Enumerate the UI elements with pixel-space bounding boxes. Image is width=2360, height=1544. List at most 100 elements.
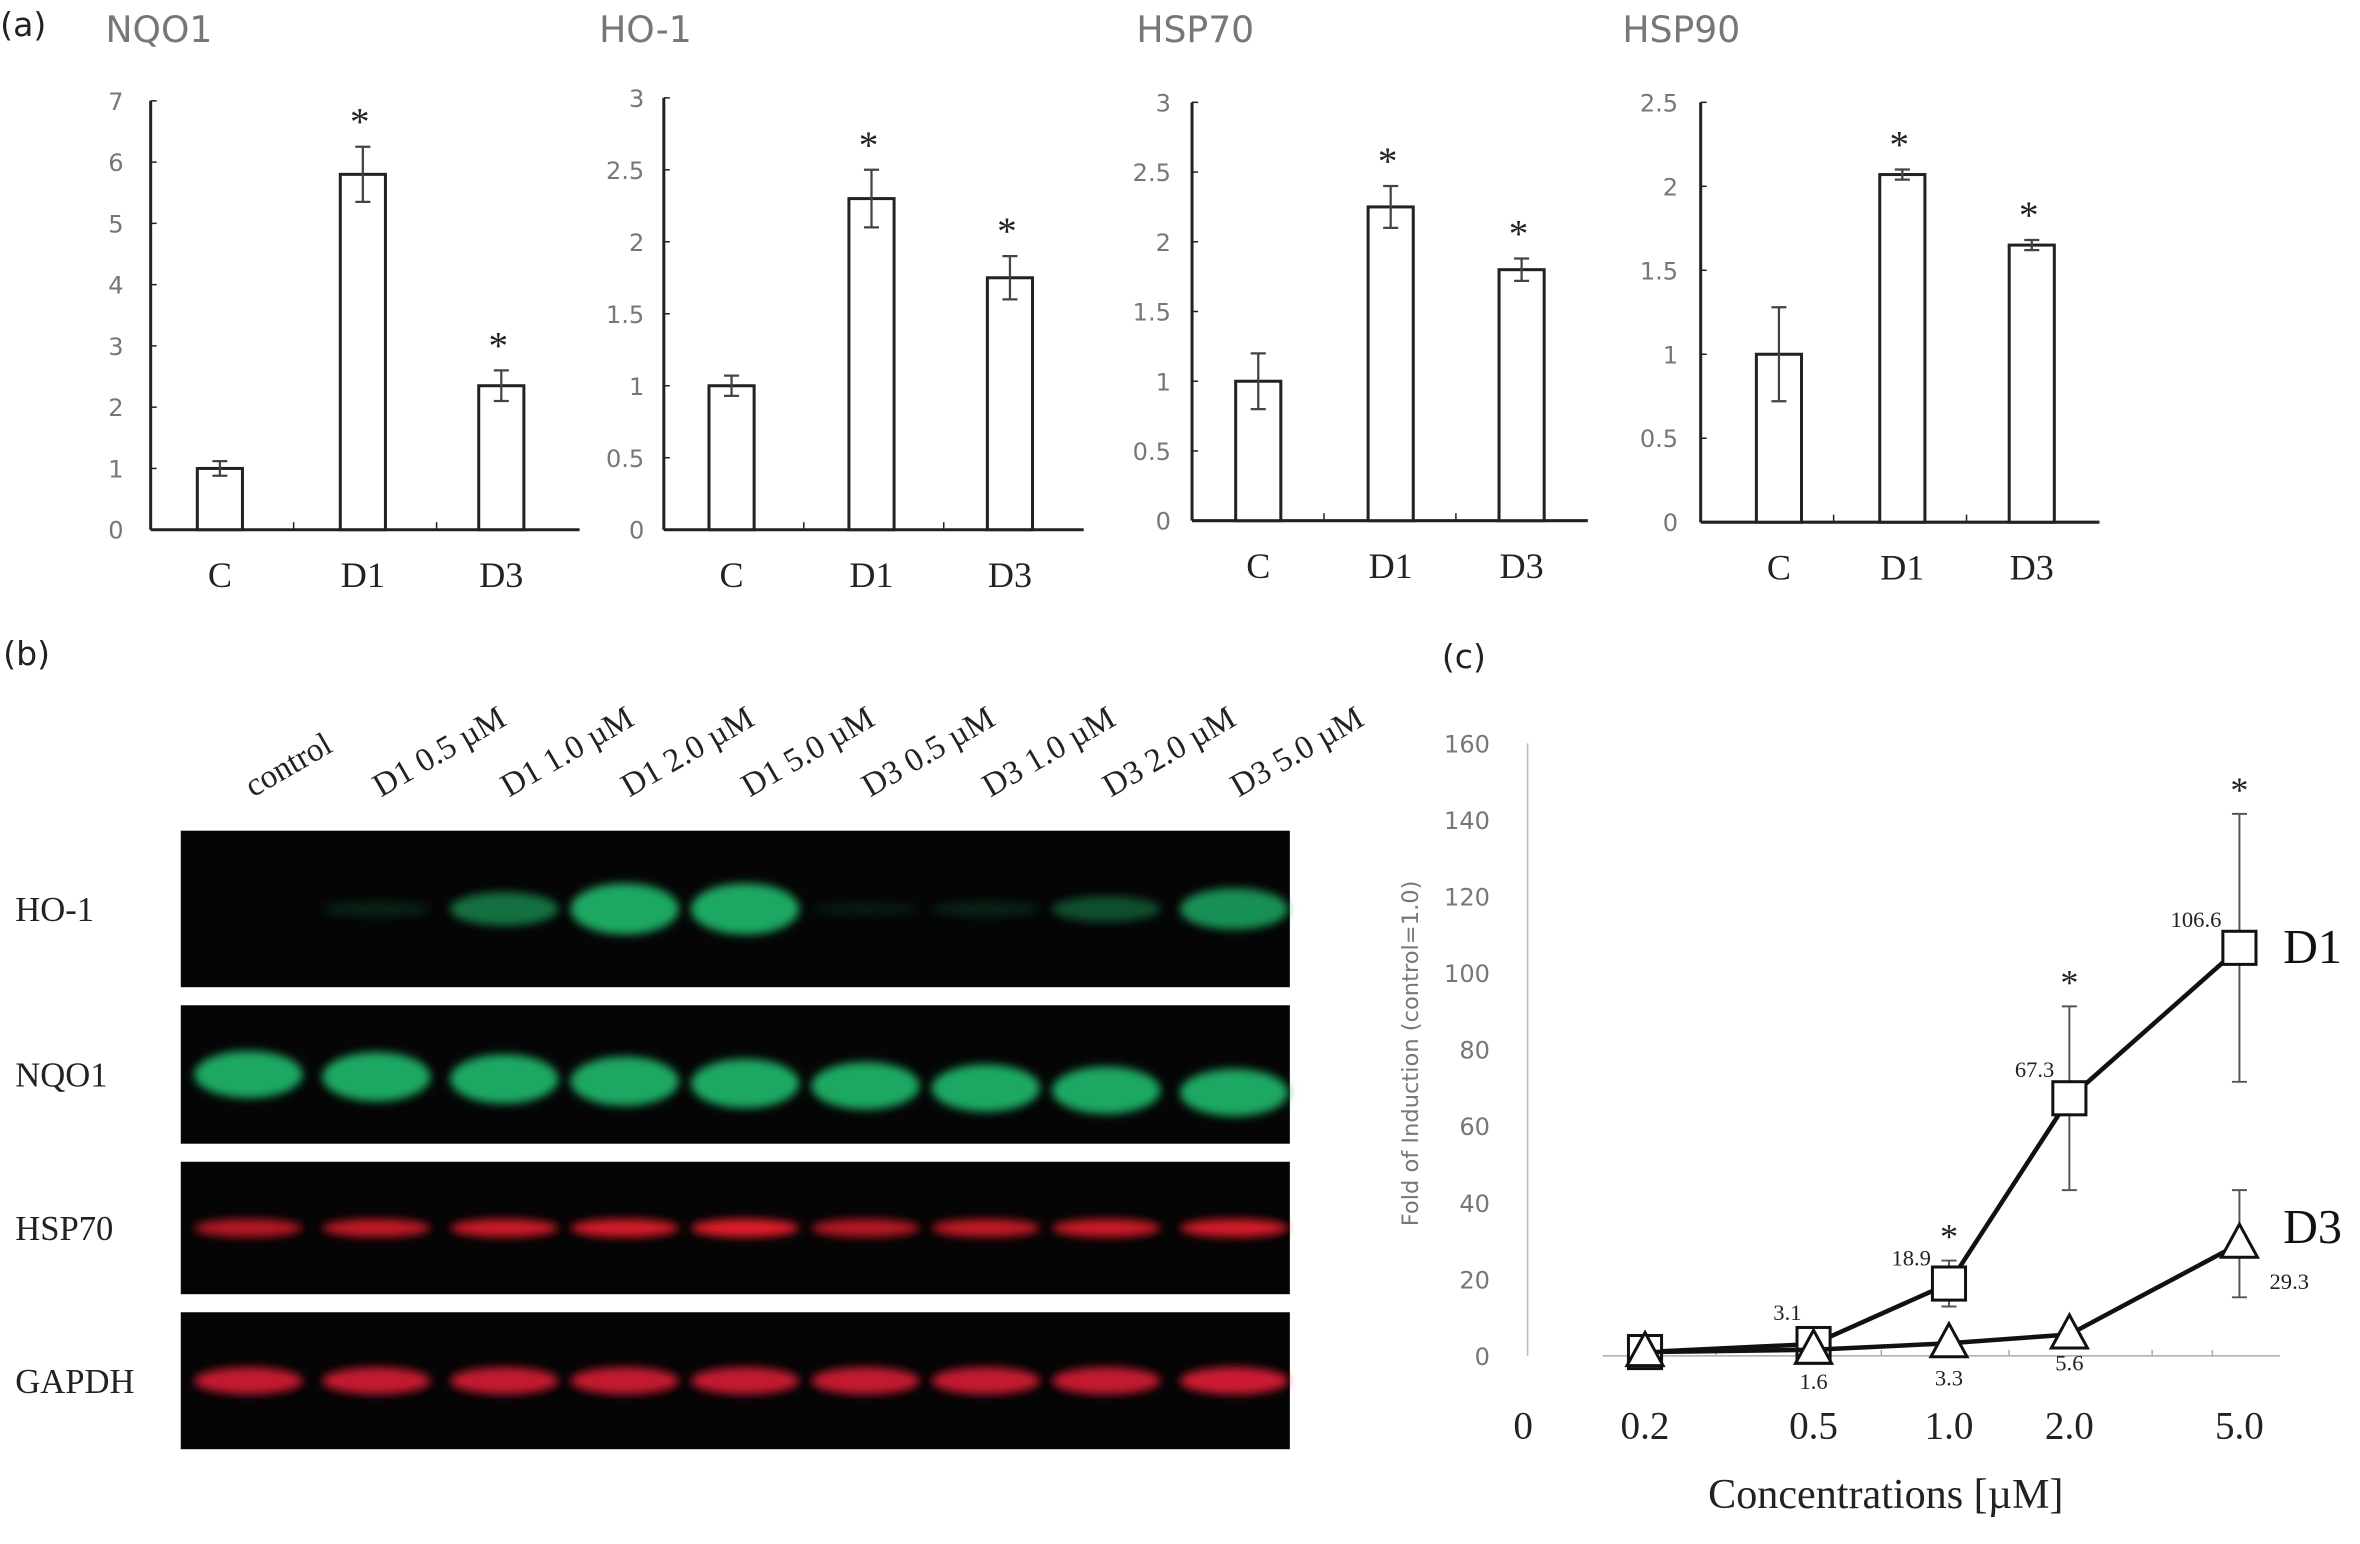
y-tick-label: 40 (1459, 1190, 1490, 1218)
y-tick-label: 2 (1663, 173, 1678, 201)
lane-label: D1 1.0 µM (495, 700, 640, 805)
category-label: D1 (1369, 546, 1413, 586)
triangle-marker (1624, 1329, 1666, 1368)
y-tick-label: 0.5 (606, 445, 644, 473)
bar-D3 (1497, 268, 1546, 523)
category-label: C (208, 555, 232, 595)
y-tick-label: 2.5 (1640, 89, 1678, 117)
y-tick-label: 3 (629, 85, 644, 113)
blot-band (931, 1218, 1041, 1238)
square-marker (2221, 929, 2258, 966)
blot-band (811, 902, 920, 916)
significance-asterisk: * (350, 101, 370, 144)
significance-asterisk: * (489, 324, 509, 367)
series-name-label: D3 (2283, 1201, 2342, 1254)
blot-band (1052, 1218, 1161, 1238)
error-bar (1894, 168, 1910, 181)
triangle-marker (2048, 1311, 2090, 1350)
bar-D3 (2007, 243, 2056, 524)
bar-C (195, 466, 244, 532)
blot-band (811, 1367, 920, 1395)
y-tick-label: 5 (108, 210, 123, 238)
blot-band (690, 1218, 800, 1238)
category-label: C (1246, 546, 1270, 586)
x-tick-label: 0.5 (1789, 1405, 1838, 1448)
chart-title: NQO1 (106, 8, 213, 51)
y-tick-label: 140 (1444, 807, 1490, 835)
bar-charts: NQO1 0 1 2 3 4 5 6 7 C * D1 * D3 HO-1 0 0.5 1 1.5 2 2.5 3 C * D1… (106, 8, 2100, 595)
x-tick-label: 0.2 (1621, 1405, 1670, 1448)
blot-band (1180, 1068, 1289, 1117)
y-tick-label: 0.5 (1640, 425, 1678, 453)
y-tick-label: 1.5 (606, 301, 644, 329)
category-label: D3 (988, 555, 1032, 595)
blot-band (194, 1050, 303, 1099)
error-bar (493, 369, 509, 403)
blot-band (690, 883, 800, 935)
significance-asterisk: * (1378, 140, 1398, 183)
protein-label: NQO1 (15, 1057, 107, 1095)
y-tick-label: 1 (108, 455, 123, 483)
category-label: D3 (1500, 546, 1544, 586)
blot-band (570, 883, 679, 935)
bar-chart-nqo1: NQO1 0 1 2 3 4 5 6 7 C * D1 * D3 (106, 8, 580, 595)
data-label: 18.9 (1891, 1245, 1930, 1270)
category-label: D1 (1880, 547, 1924, 587)
square-marker (2051, 1080, 2088, 1117)
y-tick-label: 20 (1459, 1266, 1490, 1294)
data-label: 1.6 (1799, 1369, 1827, 1394)
protein-label: HSP70 (15, 1210, 113, 1248)
chart-title: HSP90 (1622, 8, 1740, 51)
bar-chart-hsp90: HSP90 0 0.5 1 1.5 2 2.5 C * D1 * D3 (1622, 8, 2100, 587)
category-label: D3 (2010, 547, 2054, 587)
bar-D3 (477, 384, 526, 532)
bar-D1 (1366, 205, 1415, 523)
y-tick-label: 0 (1156, 508, 1171, 536)
blot-row-nqo1: NQO1 (15, 1005, 1290, 1144)
bar-D3 (985, 276, 1035, 532)
error-bar (1771, 306, 1787, 403)
blot-band (931, 901, 1041, 917)
blot-band (1052, 1066, 1161, 1114)
blot-row-gapdh: GAPDH (15, 1312, 1290, 1450)
data-label: 106.6 (2171, 907, 2222, 932)
x-axis-label: Concentrations [µM] (1708, 1471, 2063, 1518)
blot-band (322, 1052, 431, 1102)
bar-chart-ho-1: HO-1 0 0.5 1 1.5 2 2.5 3 C * D1 * D3 (599, 8, 1084, 595)
y-tick-label: 160 (1444, 730, 1490, 758)
square-marker (1930, 1265, 1968, 1302)
series-d1: 3.1 18.9 * 67.3 * 106.6 * D1 (1626, 770, 2342, 1371)
triangle-marker (1928, 1320, 1970, 1359)
lane-label: D1 5.0 µM (736, 700, 881, 805)
category-label: C (1767, 547, 1791, 587)
y-tick-label: 2 (1156, 229, 1171, 257)
line-chart: 0 20 40 60 80 100 120 140 160 Fold of Induction (… (1398, 730, 2342, 1517)
x-tick-label: 1.0 (1925, 1405, 1974, 1448)
y-tick-label: 120 (1444, 884, 1490, 912)
error-bar (1250, 352, 1266, 411)
significance-asterisk: * (1940, 1217, 1958, 1257)
y-tick-label: 1 (1663, 341, 1678, 369)
blot-band (811, 1062, 920, 1110)
blot-band (690, 1058, 800, 1109)
blot-row-ho-1: HO-1 (15, 830, 1290, 988)
triangle-marker (2218, 1221, 2261, 1259)
lane-label: D3 0.5 µM (856, 700, 1001, 805)
panel-label-c: (c) (1442, 637, 1486, 676)
y-tick-label: 1.5 (1640, 257, 1678, 285)
blot-band (570, 1056, 679, 1106)
error-bar (355, 145, 371, 204)
blot-band (450, 1054, 559, 1104)
y-tick-label: 6 (108, 149, 123, 177)
y-tick-label: 3 (108, 333, 123, 361)
bar-C (1234, 379, 1283, 523)
blot-band (1052, 1367, 1161, 1395)
panel-label-b: (b) (3, 634, 50, 673)
bar-D1 (338, 172, 387, 532)
blot-band (1052, 896, 1161, 922)
blot-band (570, 1218, 679, 1238)
y-tick-label: 4 (108, 272, 123, 300)
y-tick-label: 1 (629, 373, 644, 401)
y-tick-label: 60 (1459, 1113, 1490, 1141)
lane-label: control (239, 726, 338, 804)
